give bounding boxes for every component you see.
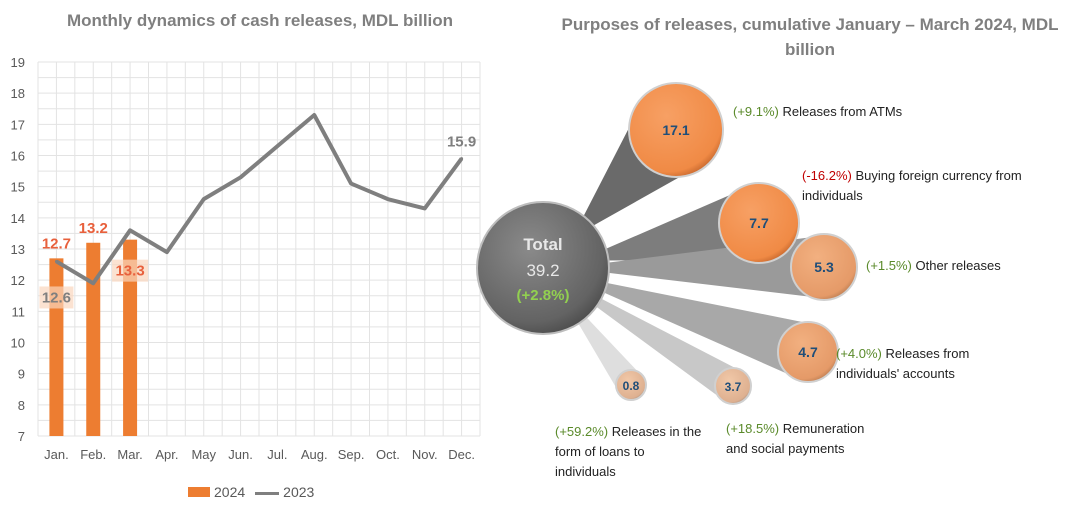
y-tick-label: 10: [11, 336, 25, 351]
category-name: Other releases: [911, 258, 1001, 273]
x-tick-label: Jun.: [228, 447, 253, 462]
x-tick-label: Mar.: [117, 447, 142, 462]
category-bubble: [714, 367, 752, 405]
x-tick-label: Jan.: [44, 447, 69, 462]
legend-label: 2024: [214, 484, 246, 500]
data-label-bg: [112, 259, 149, 282]
bubble-value: 17.1: [662, 122, 689, 138]
line-point-2023: [54, 259, 58, 263]
line-data-label: 12.6: [42, 289, 71, 306]
bar-2024: [123, 239, 138, 436]
y-tick-label: 13: [11, 242, 25, 257]
legend: 2024 2023: [188, 484, 314, 500]
y-tick-label: 17: [11, 117, 25, 132]
y-tick-label: 19: [11, 55, 25, 70]
category-bubble: [615, 369, 647, 401]
category-change: (-16.2%): [802, 168, 852, 183]
line-point-2023: [275, 144, 279, 148]
bar-data-label: 13.3: [115, 263, 144, 280]
legend-item-2024: 2024: [188, 484, 245, 500]
total-change: (+2.8%): [517, 287, 570, 304]
y-tick-label: 18: [11, 86, 25, 101]
category-change: (+18.5%): [726, 421, 780, 436]
line-data-label: 15.9: [447, 134, 476, 151]
bubble-value: 5.3: [814, 259, 834, 275]
line-point-2023: [239, 175, 243, 179]
legend-label: 2023: [283, 484, 315, 500]
bubble-value: 7.7: [749, 215, 769, 231]
category-label: (+18.5%) Remuneration and social payment…: [726, 419, 886, 459]
line-point-2023: [349, 182, 353, 186]
legend-swatch-line: [255, 491, 280, 495]
line-2023: [55, 112, 464, 286]
legend-swatch-bar: [188, 487, 210, 497]
line-point-2023: [460, 157, 464, 161]
left-chart-title: Monthly dynamics of cash releases, MDL b…: [66, 11, 454, 30]
legend-item-2023: 2023: [255, 484, 314, 500]
x-tick-label: Apr.: [155, 447, 178, 462]
category-label: (-16.2%) Buying foreign currency from in…: [802, 166, 1042, 206]
bar-data-label: 12.7: [42, 235, 71, 252]
x-tick-label: Aug.: [301, 447, 328, 462]
x-tick-label: Jul.: [267, 447, 287, 462]
category-label: (+59.2%) Releases in the form of loans t…: [555, 422, 705, 482]
x-tick-label: Oct.: [376, 447, 400, 462]
category-name: Remuneration and social payments: [726, 421, 865, 456]
x-tick-label: May: [191, 447, 216, 462]
category-name: Releases from ATMs: [778, 104, 903, 119]
line-point-2023: [423, 206, 427, 210]
category-label: (+1.5%) Other releases: [866, 256, 1066, 276]
category-change: (+59.2%): [555, 424, 609, 439]
y-tick-label: 7: [18, 429, 25, 444]
data-label-bg: [39, 286, 74, 309]
category-change: (+1.5%): [866, 258, 912, 273]
category-name: Buying foreign currency from individuals: [802, 168, 1022, 203]
category-bubble: [790, 233, 858, 301]
category-bubble: [628, 82, 724, 178]
bar-data-label: 13.2: [79, 220, 108, 237]
category-bubble: [777, 321, 839, 383]
connector: [588, 294, 743, 401]
x-tick-label: Sep.: [338, 447, 365, 462]
category-label: (+9.1%) Releases from ATMs: [733, 102, 993, 122]
line-point-2023: [312, 113, 316, 117]
y-tick-label: 16: [11, 149, 25, 164]
y-tick-label: 12: [11, 273, 25, 288]
category-label: (+4.0%) Releases from individuals' accou…: [836, 344, 1036, 384]
total-label: Total: [523, 235, 562, 254]
bubble-value: 4.7: [798, 344, 818, 360]
bubble-value: 3.7: [725, 380, 742, 394]
x-tick-label: Nov.: [412, 447, 438, 462]
x-tick-label: Feb.: [80, 447, 106, 462]
line-point-2023: [165, 250, 169, 254]
y-tick-label: 14: [11, 211, 25, 226]
y-tick-label: 15: [11, 180, 25, 195]
line-point-2023: [91, 281, 95, 285]
bubble-value: 0.8: [623, 379, 640, 393]
category-bubble: [718, 182, 800, 264]
y-tick-label: 8: [18, 398, 25, 413]
category-name: Releases in the form of loans to individ…: [555, 424, 702, 479]
right-chart-title: Purposes of releases, cumulative January…: [561, 15, 1059, 59]
category-change: (+4.0%): [836, 346, 882, 361]
x-tick-label: Dec.: [448, 447, 475, 462]
line-point-2023: [128, 228, 132, 232]
category-change: (+9.1%): [733, 104, 779, 119]
total-value: 39.2: [526, 261, 559, 280]
bar-2024: [86, 242, 101, 436]
line-point-2023: [386, 197, 390, 201]
total-bubble: [476, 201, 610, 335]
connector: [595, 281, 817, 380]
bar-2024: [49, 258, 64, 436]
y-tick-label: 9: [18, 367, 25, 382]
y-tick-label: 11: [12, 304, 26, 319]
category-name: Releases from individuals' accounts: [836, 346, 970, 381]
line-point-2023: [202, 197, 206, 201]
